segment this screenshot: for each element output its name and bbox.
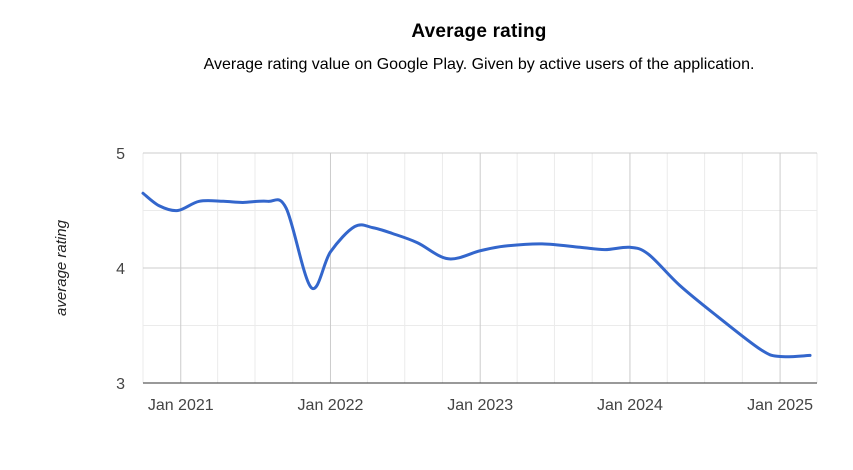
y-tick-label: 4 (116, 261, 125, 278)
chart-subtitle: Average rating value on Google Play. Giv… (203, 56, 755, 73)
x-tick-label: Jan 2023 (447, 397, 513, 414)
x-tick-label: Jan 2021 (148, 397, 214, 414)
series-line (141, 191, 812, 359)
major-gridlines (143, 152, 817, 384)
chart-title: Average rating (411, 21, 547, 42)
y-axis-label: average rating (53, 219, 70, 316)
y-tick-label: 5 (116, 146, 125, 163)
y-tick-label: 3 (116, 376, 125, 393)
series-layer (141, 191, 812, 359)
x-tick-label: Jan 2024 (597, 397, 663, 414)
x-tick-label: Jan 2025 (747, 397, 813, 414)
x-tick-label: Jan 2022 (298, 397, 364, 414)
y-tick-labels: 3 4 5 (116, 146, 125, 393)
x-tick-labels: Jan 2021 Jan 2022 Jan 2023 Jan 2024 Jan 2025 (148, 397, 813, 414)
